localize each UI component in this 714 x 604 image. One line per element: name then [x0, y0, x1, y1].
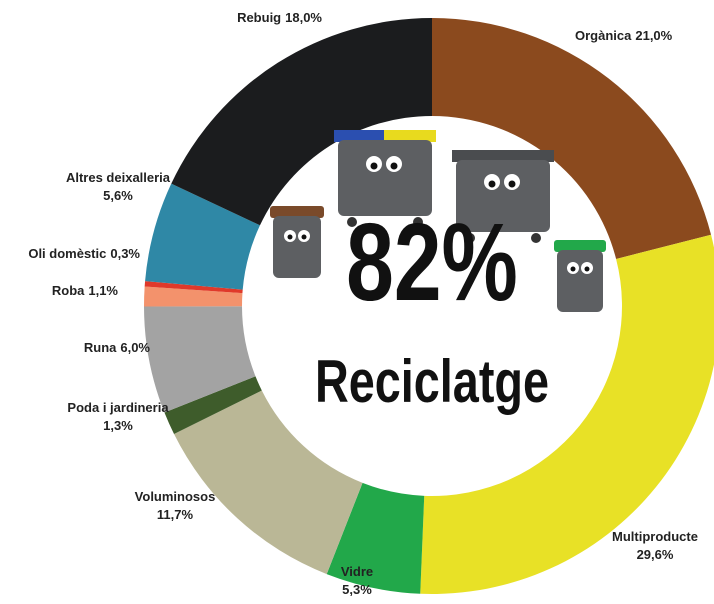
category-name: Runa — [84, 340, 117, 355]
category-name: Altres deixalleria — [66, 170, 171, 185]
category-name: Multiproducte — [612, 529, 698, 544]
center-value: 82% — [346, 201, 518, 324]
bin-green — [554, 240, 606, 312]
category-name: Oli domèstic — [28, 246, 106, 261]
slice-label: Altres deixalleria 5,6% — [66, 170, 171, 203]
slice-label: Multiproducte 29,6% — [612, 529, 698, 562]
value-label: 21,0% — [635, 28, 672, 43]
category-name: Orgànica — [575, 28, 632, 43]
value-label: 18,0% — [285, 10, 322, 25]
category-name: Vidre — [341, 564, 373, 579]
value-label: 1,3% — [103, 418, 133, 433]
center-label: Reciclatge — [315, 348, 549, 415]
value-label: 0,3% — [110, 246, 140, 261]
chart: 82% Reciclatge Orgànica21,0% Multiproduct… — [0, 0, 714, 604]
category-name: Voluminosos — [135, 489, 216, 504]
value-label: 29,6% — [637, 547, 674, 562]
slice-label: Rebuig 18,0% — [237, 10, 322, 25]
category-name: Rebuig — [237, 10, 281, 25]
value-label: 5,6% — [103, 188, 133, 203]
category-name: Roba — [52, 283, 85, 298]
value-label: 5,3% — [342, 582, 372, 597]
value-label: 6,0% — [120, 340, 150, 355]
value-label: 1,1% — [88, 283, 118, 298]
bin-small-brown — [270, 206, 324, 278]
slice-label: Voluminosos 11,7% — [135, 489, 216, 522]
category-name: Poda i jardineria — [67, 400, 169, 415]
slice-label: Poda i jardineria 1,3% — [67, 400, 169, 433]
slice-label: Oli domèstic 0,3% — [28, 246, 140, 261]
value-label: 11,7% — [157, 507, 194, 522]
